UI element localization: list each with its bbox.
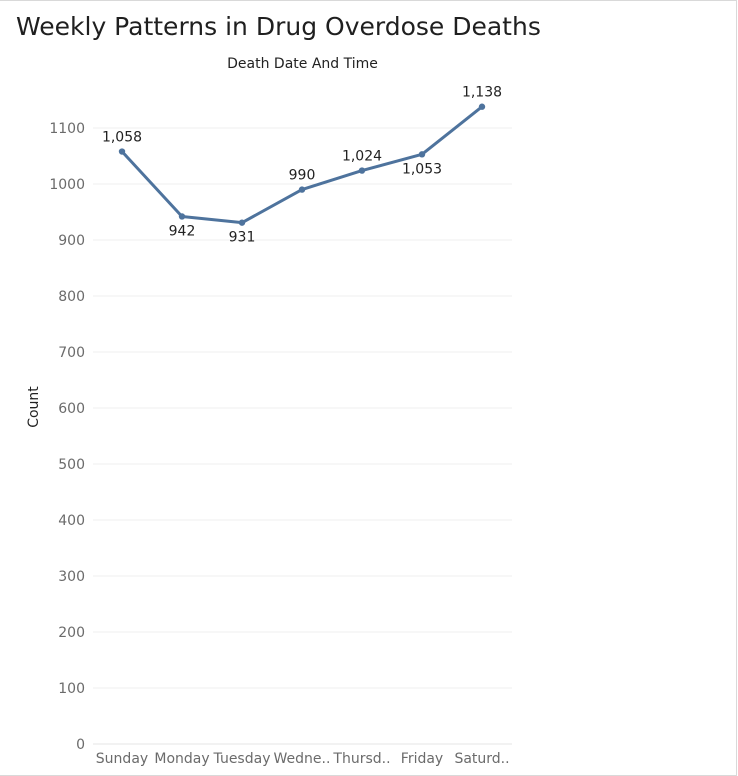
y-tick-label: 300 [58,569,85,585]
x-tick-label: Tuesday [213,751,271,767]
y-tick-label: 800 [58,289,85,305]
x-tick-label: Thursd.. [332,751,390,767]
data-point[interactable] [358,167,366,174]
chart-title: Weekly Patterns in Drug Overdose Deaths [16,12,541,41]
data-labels: 1,058 942 931 990 1,024 1,053 1,138 [102,85,502,246]
y-tick-label: 700 [58,345,85,361]
data-label: 1,024 [342,149,382,165]
y-tick-label: 200 [58,625,85,641]
data-label: 931 [229,230,256,246]
x-tick-label: Sunday [96,751,148,767]
x-axis-title: Death Date And Time [227,56,378,72]
x-tick-label: Saturd.. [454,751,509,767]
x-tick-label: Monday [154,751,209,767]
data-point[interactable] [118,148,126,155]
y-axis-ticks: 0 100 200 300 400 500 600 700 800 900 1000 1100 [49,121,85,753]
y-axis-title: Count [26,386,42,428]
data-point[interactable] [298,186,306,193]
y-tick-label: 600 [58,401,85,417]
y-tick-label: 100 [58,681,85,697]
data-label: 1,053 [402,161,442,177]
data-label: 942 [169,223,196,239]
x-tick-label: Wedne.. [274,751,331,767]
data-point[interactable] [178,213,186,220]
y-tick-label: 1100 [49,121,85,137]
y-tick-label: 500 [58,457,85,473]
data-label: 990 [289,168,316,184]
data-point[interactable] [418,151,426,158]
y-tick-label: 400 [58,513,85,529]
x-axis-ticks: Sunday Monday Tuesday Wedne.. Thursd.. Friday… [96,751,510,767]
series-count [118,103,486,226]
data-label: 1,058 [102,130,142,146]
data-label: 1,138 [462,85,502,101]
data-point[interactable] [478,103,486,110]
x-tick-label: Friday [401,751,443,767]
gridlines [93,127,512,745]
data-point[interactable] [238,219,246,226]
y-tick-label: 900 [58,233,85,249]
y-tick-label: 0 [76,737,85,753]
y-tick-label: 1000 [49,177,85,193]
